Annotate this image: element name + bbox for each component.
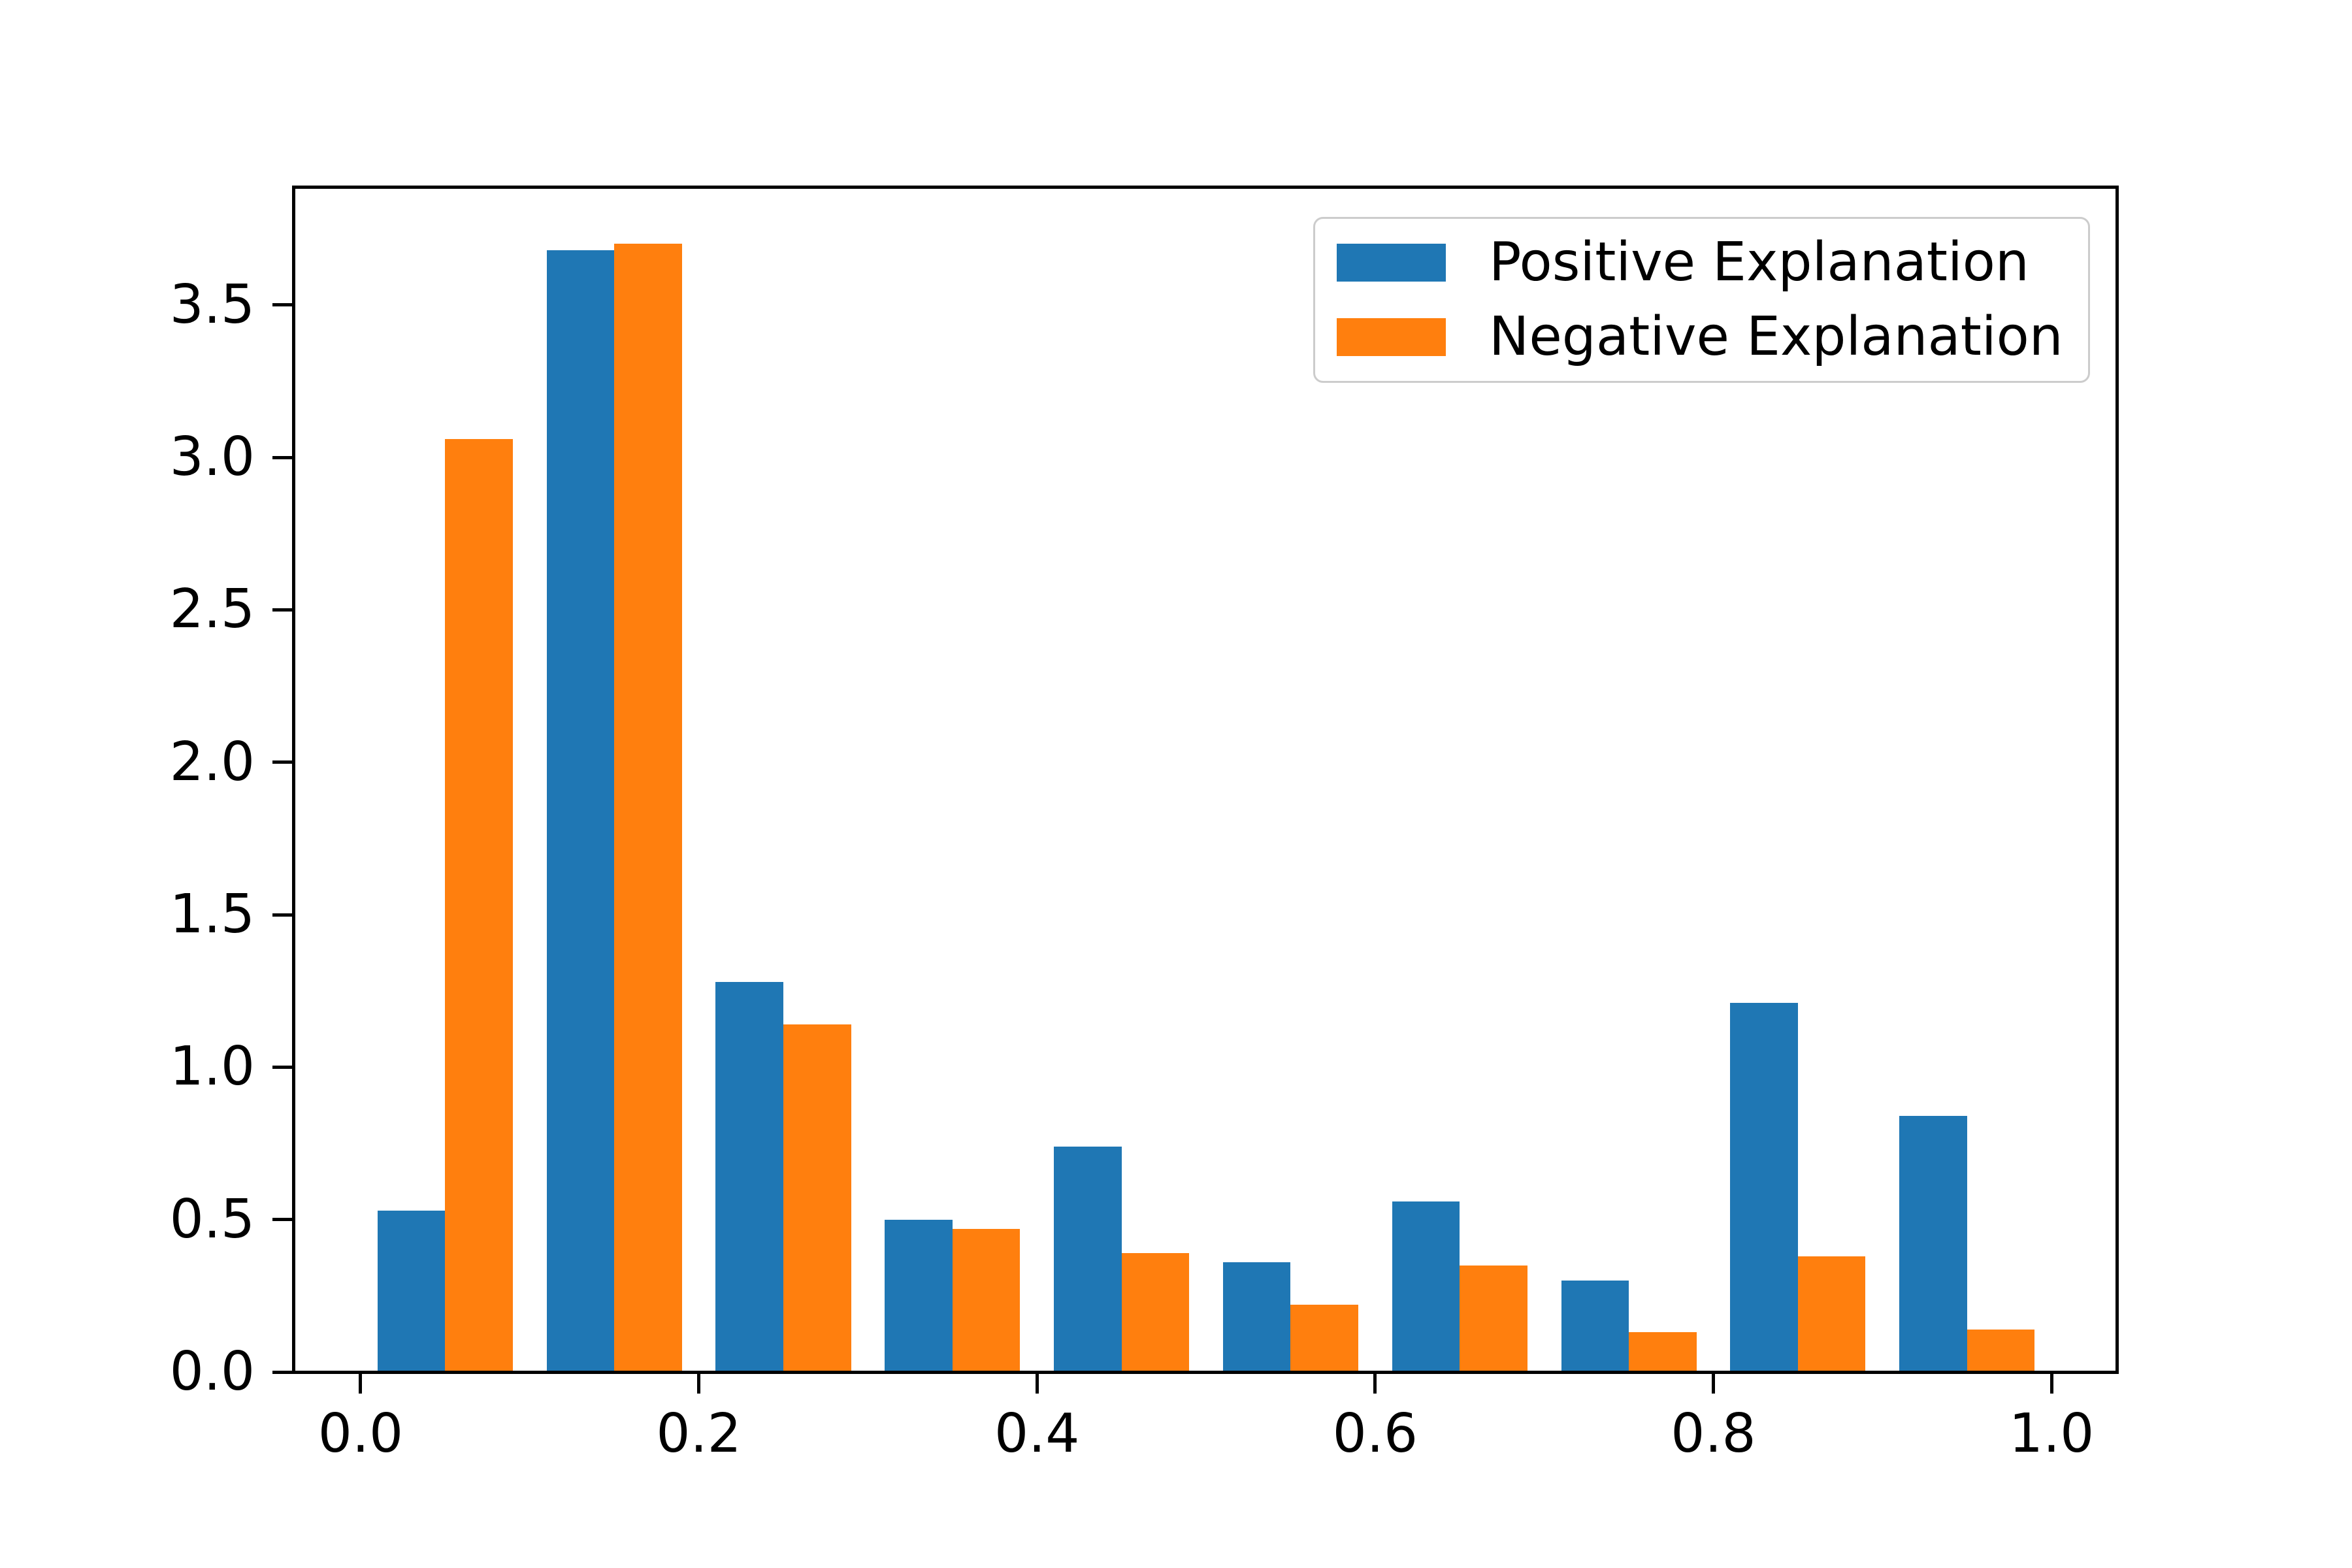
bar-positive-explanation-bin1 [546,250,615,1372]
y-tick-label: 1.5 [169,883,255,945]
y-tick [272,303,292,307]
y-tick [272,455,292,459]
x-tick [2050,1374,2053,1394]
bar-negative-explanation-bin9 [1967,1329,2035,1372]
bar-negative-explanation-bin2 [783,1024,851,1372]
bar-negative-explanation-bin3 [952,1228,1021,1372]
bar-positive-explanation-bin9 [1899,1116,1967,1372]
y-tick [272,608,292,612]
x-tick-label: 0.8 [1671,1403,1756,1465]
y-tick [272,1065,292,1069]
bar-negative-explanation-bin5 [1290,1305,1358,1372]
bar-negative-explanation-bin1 [614,244,682,1372]
legend-swatch-negative [1337,318,1446,356]
bar-negative-explanation-bin4 [1121,1253,1190,1372]
y-tick [272,760,292,764]
legend-item-negative: Negative Explanation [1337,310,2066,364]
x-tick [1035,1374,1039,1394]
bar-positive-explanation-bin6 [1392,1201,1460,1372]
y-tick [272,1218,292,1222]
bar-positive-explanation-bin8 [1730,1003,1798,1372]
x-tick [359,1374,363,1394]
bar-positive-explanation-bin4 [1054,1146,1122,1372]
y-tick [272,913,292,917]
y-tick-label: 1.0 [169,1036,255,1098]
legend: Positive Explanation Negative Explanatio… [1313,217,2090,383]
y-tick-label: 0.5 [169,1188,255,1250]
x-tick-label: 0.0 [318,1403,404,1465]
bar-negative-explanation-bin7 [1629,1332,1697,1372]
y-tick-label: 3.0 [169,426,255,488]
plot-area [292,186,2119,1374]
x-tick-label: 0.2 [656,1403,742,1465]
bar-negative-explanation-bin8 [1797,1256,1866,1372]
x-tick [1373,1374,1377,1394]
y-tick-label: 0.0 [169,1341,255,1403]
bar-positive-explanation-bin3 [885,1219,953,1372]
x-tick-label: 0.4 [994,1403,1080,1465]
bar-positive-explanation-bin7 [1561,1281,1629,1372]
y-tick-label: 2.5 [169,578,255,641]
y-tick [272,1370,292,1374]
x-tick-label: 1.0 [2008,1403,2095,1465]
bar-negative-explanation-bin6 [1460,1265,1527,1372]
x-tick [1711,1374,1715,1394]
legend-item-positive: Positive Explanation [1337,236,2066,289]
y-tick-label: 2.0 [169,730,255,793]
x-tick-label: 0.6 [1332,1403,1418,1465]
bar-positive-explanation-bin0 [377,1210,446,1372]
legend-label-positive: Positive Explanation [1489,231,2029,293]
y-tick-label: 3.5 [169,273,255,336]
legend-swatch-positive [1337,244,1446,282]
legend-label-negative: Negative Explanation [1489,306,2063,368]
bar-negative-explanation-bin0 [445,439,513,1372]
x-tick [697,1374,701,1394]
bar-positive-explanation-bin5 [1222,1262,1291,1372]
bar-positive-explanation-bin2 [715,981,783,1372]
